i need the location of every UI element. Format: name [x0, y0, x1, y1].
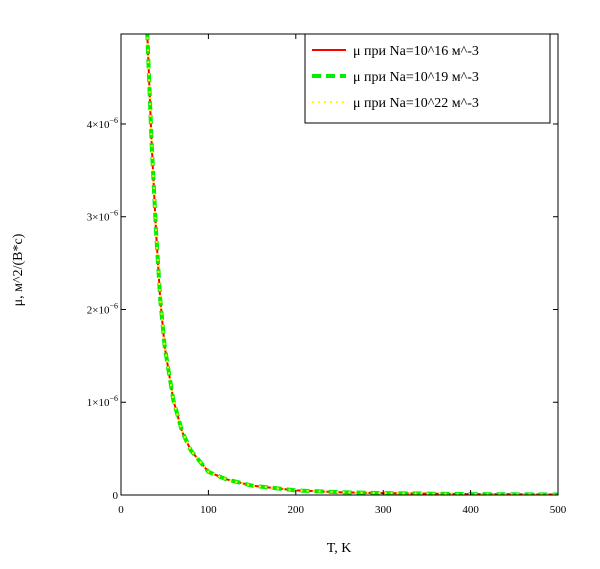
legend: μ при Na=10^16 м^-3 μ при Na=10^19 м^-3 μ … — [304, 33, 551, 124]
x-tick-label: 400 — [462, 504, 479, 516]
y-tick-label: 3×10−6 — [87, 209, 118, 224]
legend-label-3: μ при Na=10^22 м^-3 — [353, 96, 479, 111]
x-tick-label: 100 — [200, 504, 217, 516]
x-tick-label: 500 — [550, 504, 567, 516]
y-tick-labels: 0 1×10−6 2×10−6 3×10−6 4×10−6 — [87, 116, 119, 502]
y-tick-label: 4×10−6 — [87, 116, 118, 131]
y-tick-label: 0 — [113, 490, 119, 502]
x-tick-label: 200 — [288, 504, 305, 516]
series-line-3 — [146, 34, 558, 495]
x-tick-label: 300 — [375, 504, 392, 516]
x-tick-label: 0 — [118, 504, 124, 516]
legend-box — [304, 33, 551, 124]
y-tick-label: 2×10−6 — [87, 301, 118, 316]
legend-label-2: μ при Na=10^19 м^-3 — [353, 70, 479, 85]
legend-label-1: μ при Na=10^16 м^-3 — [353, 44, 479, 59]
series-layer — [145, 34, 558, 495]
x-axis-title: T, K — [327, 541, 352, 556]
y-tick-label: 1×10−6 — [87, 394, 118, 409]
x-tick-labels: 0 100 200 300 400 500 — [118, 504, 567, 516]
y-axis-title: μ, м^2/(В*с) — [11, 233, 26, 306]
